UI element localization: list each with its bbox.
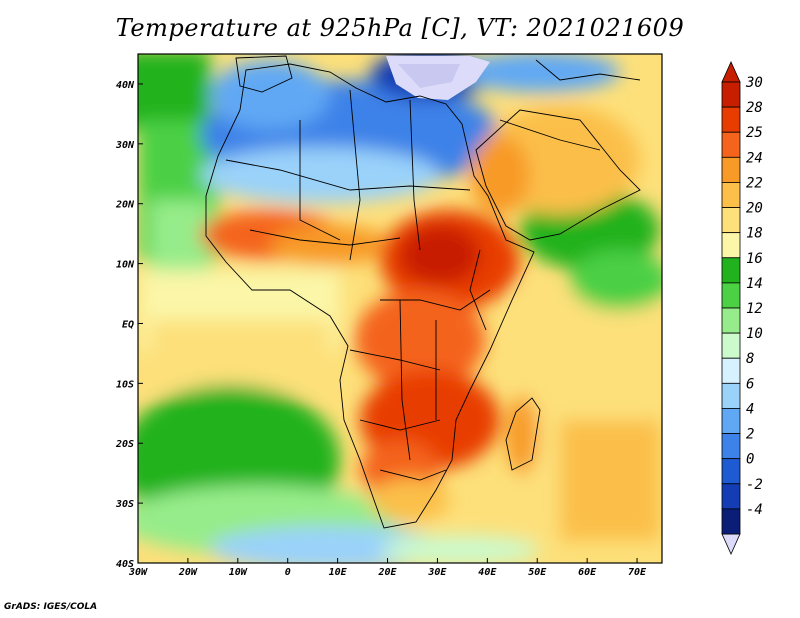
- colorbar-label: 16: [746, 251, 763, 267]
- colorbar-swatch: [721, 307, 741, 334]
- lon-tick-label: 20E: [377, 567, 397, 578]
- colorbar-swatch: [721, 182, 741, 208]
- colorbar-label: 25: [746, 125, 763, 141]
- lon-tick-label: 10E: [329, 567, 348, 578]
- colorbar-top-arrow: [721, 61, 741, 83]
- lat-tick-label: 20N: [115, 200, 135, 211]
- colorbar-swatch: [721, 483, 741, 510]
- colorbar-swatch: [721, 382, 741, 409]
- lon-tick-label: 60E: [578, 567, 597, 578]
- colorbar-swatch: [721, 433, 741, 460]
- lat-tick-label: 10S: [116, 379, 134, 390]
- lon-tick-label: 40E: [478, 567, 497, 578]
- colorbar-label: 22: [746, 175, 763, 191]
- colorbar-label: 8: [746, 351, 754, 367]
- colorbar-label: 0: [746, 452, 754, 468]
- colorbar-label: 12: [746, 301, 763, 317]
- colorbar-swatch: [721, 207, 741, 234]
- colorbar-swatch: [721, 282, 741, 309]
- lon-tick-label: 0: [285, 567, 291, 578]
- colorbar-swatch: [721, 131, 741, 158]
- lon-tick-label: 30E: [427, 567, 447, 578]
- colorbar-label: 10: [746, 326, 763, 342]
- temperature-field: [138, 54, 662, 563]
- lon-tick-label: 50E: [528, 567, 547, 578]
- colorbar-swatch: [721, 106, 741, 133]
- lat-tick-label: 20S: [115, 439, 134, 450]
- country-borders: [205, 55, 641, 529]
- lon-tick-label: 30W: [128, 567, 148, 578]
- lat-tick-label: EQ: [122, 319, 134, 330]
- colorbar-label: 24: [746, 150, 763, 166]
- colorbar-label: -2: [746, 477, 763, 493]
- colorbar-swatch: [721, 156, 741, 183]
- colorbar-label: 18: [746, 226, 763, 242]
- colorbar-swatch: [721, 232, 741, 259]
- colorbar-swatch: [721, 458, 741, 485]
- map-frame: [137, 53, 663, 564]
- software-credit: GrADS: IGES/COLA: [4, 602, 98, 612]
- latitude-axis: 40N 30N 20N 10N EQ 10S 20S 30S 40S: [115, 80, 143, 570]
- colorbar-label: 30: [745, 75, 763, 91]
- lon-tick-label: 20W: [178, 567, 198, 578]
- colorbar-label: 20: [746, 201, 763, 217]
- colorbar-bottom-arrow: [721, 533, 741, 555]
- lat-tick-label: 10N: [116, 260, 135, 271]
- lat-tick-label: 40S: [116, 559, 134, 570]
- colorbar-swatch: [721, 257, 741, 284]
- lat-tick-label: 30S: [115, 499, 134, 510]
- colorbar-label: 2: [746, 427, 754, 443]
- colorbar-label: 28: [746, 100, 763, 116]
- map-title: Temperature at 925hPa [C], VT: 202102160…: [115, 14, 685, 42]
- colorbar-label: 6: [746, 376, 754, 392]
- colorbar-label: 14: [746, 276, 763, 292]
- colorbar-swatch: [721, 357, 741, 384]
- colorbar-label: -4: [746, 502, 763, 518]
- lon-tick-label: 70E: [628, 567, 647, 578]
- colorbar-swatch: [721, 81, 741, 108]
- colorbar-swatch: [721, 332, 741, 359]
- colorbar-label: 4: [746, 401, 754, 417]
- colorbar-swatch: [721, 408, 741, 434]
- lon-tick-label: 10W: [229, 567, 248, 578]
- longitude-axis: 30W 20W 10W 0 10E 20E 30E 40E 50E 60E 70E: [128, 558, 647, 578]
- lat-tick-label: 30N: [115, 140, 135, 151]
- colorbar-swatch: [721, 508, 741, 535]
- lat-tick-label: 40N: [116, 80, 135, 91]
